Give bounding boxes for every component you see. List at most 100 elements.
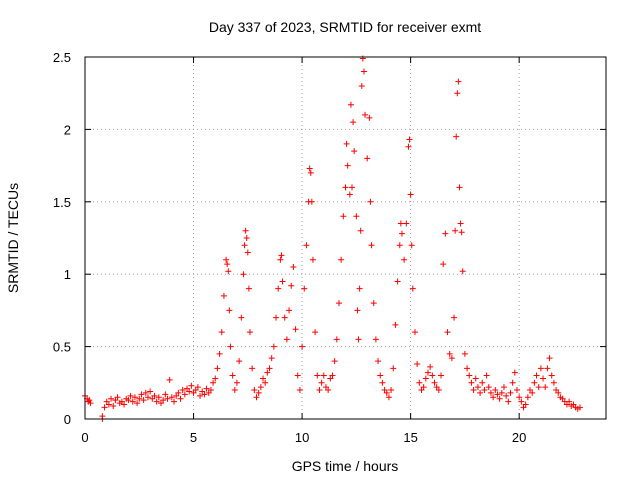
data-point	[448, 355, 455, 362]
data-point	[245, 285, 252, 292]
data-point	[468, 379, 475, 386]
data-point	[86, 397, 93, 404]
data-point	[461, 350, 468, 357]
x-axis-label: GPS time / hours	[292, 458, 399, 474]
data-point	[408, 242, 415, 249]
data-point	[444, 329, 451, 336]
data-point	[490, 394, 497, 401]
data-point	[349, 184, 356, 191]
data-point	[459, 268, 466, 275]
data-point	[312, 329, 319, 336]
data-point	[477, 389, 484, 396]
data-point	[401, 256, 408, 263]
data-point	[264, 369, 271, 376]
data-point	[367, 198, 374, 205]
data-point	[416, 379, 423, 386]
data-point	[364, 155, 371, 162]
data-point	[454, 90, 461, 97]
data-point	[179, 387, 186, 394]
data-point	[292, 326, 299, 333]
data-point	[498, 389, 505, 396]
data-point	[379, 379, 386, 386]
data-point	[414, 360, 421, 367]
data-point	[358, 82, 365, 89]
data-point	[472, 375, 479, 382]
data-point	[455, 78, 462, 85]
y-tick-label: 1.5	[53, 195, 71, 210]
data-point	[453, 133, 460, 140]
data-point	[308, 198, 315, 205]
y-tick-label: 0.5	[53, 340, 71, 355]
data-point	[168, 394, 175, 401]
data-point	[320, 372, 327, 379]
data-point	[507, 389, 514, 396]
x-tick-label: 0	[81, 430, 88, 445]
plot-frame	[84, 56, 607, 420]
data-point	[344, 162, 351, 169]
data-point	[522, 401, 529, 408]
data-point	[155, 394, 162, 401]
data-point	[129, 398, 136, 405]
data-point	[255, 389, 262, 396]
data-point	[108, 395, 115, 402]
data-point	[440, 261, 447, 268]
y-axis-label: SRMTID / TECUs	[5, 183, 21, 293]
data-point	[435, 387, 442, 394]
data-point	[442, 230, 449, 237]
data-point	[121, 401, 128, 408]
data-point	[220, 292, 227, 299]
data-point	[233, 379, 240, 386]
data-point	[277, 256, 284, 263]
data-point	[396, 242, 403, 249]
data-point	[201, 391, 208, 398]
data-point	[479, 379, 486, 386]
y-tick-label: 0	[64, 412, 71, 427]
data-point	[370, 300, 377, 307]
y-tick-labels: 0 0.5 1 1.5 2 2.5	[53, 50, 71, 427]
data-point	[429, 372, 436, 379]
data-point	[275, 285, 282, 292]
data-point	[125, 397, 132, 404]
data-point	[194, 384, 201, 391]
data-point	[438, 372, 445, 379]
data-point	[286, 307, 293, 314]
x-tick-label: 5	[190, 430, 197, 445]
data-point	[243, 235, 250, 241]
data-point	[278, 252, 285, 259]
data-point	[537, 365, 544, 372]
data-point	[329, 372, 336, 379]
data-point	[485, 384, 492, 391]
data-point	[171, 398, 178, 405]
data-point	[394, 278, 401, 285]
data-point	[516, 394, 523, 401]
data-point	[226, 307, 233, 314]
data-point	[368, 242, 375, 249]
data-point	[356, 285, 363, 292]
data-point	[333, 336, 340, 343]
data-point	[231, 387, 238, 394]
data-point	[464, 365, 471, 372]
data-point	[242, 227, 249, 234]
data-point	[244, 249, 251, 256]
x-tick-label: 20	[512, 430, 526, 445]
data-point	[343, 140, 350, 147]
data-point	[212, 375, 219, 382]
data-point	[301, 285, 308, 292]
data-point	[409, 285, 416, 292]
data-point	[529, 389, 536, 396]
data-point	[353, 213, 360, 220]
data-point	[392, 321, 399, 328]
data-point	[87, 400, 94, 407]
data-point	[306, 165, 313, 172]
y-tick-label: 1	[64, 267, 71, 282]
data-point	[431, 379, 438, 386]
data-point	[144, 394, 151, 401]
data-point	[290, 263, 297, 270]
data-point	[355, 336, 362, 343]
data-point	[101, 404, 108, 411]
data-point	[548, 372, 555, 379]
data-point	[216, 350, 223, 357]
data-point	[338, 256, 345, 263]
data-point	[175, 389, 182, 396]
